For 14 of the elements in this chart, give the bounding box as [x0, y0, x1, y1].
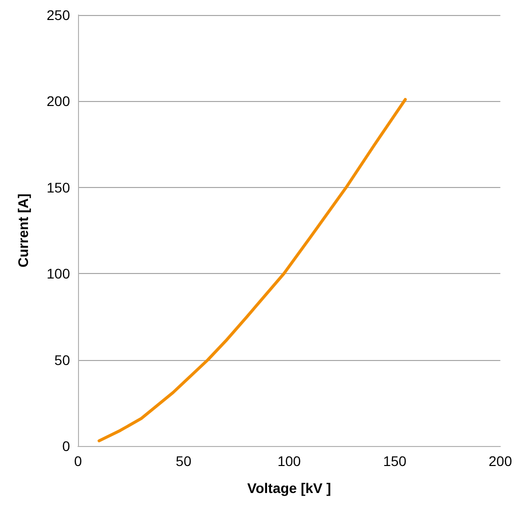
x-axis-title: Voltage [kV ]: [247, 480, 332, 496]
y-tick-label: 100: [46, 266, 70, 282]
y-axis-title: Current [A]: [15, 194, 31, 268]
x-tick-label: 200: [488, 453, 512, 469]
x-tick-label: 150: [383, 453, 407, 469]
y-tick-label: 50: [54, 352, 70, 368]
y-tick-label: 150: [46, 179, 70, 196]
x-tick-label: 50: [176, 453, 192, 469]
y-tick-label: 0: [62, 438, 70, 454]
x-tick-label: 0: [74, 453, 82, 469]
x-tick-label: 100: [277, 453, 302, 469]
y-tick-label: 200: [46, 93, 70, 110]
line-series: [98, 98, 407, 442]
y-tick-label: 250: [46, 7, 70, 23]
